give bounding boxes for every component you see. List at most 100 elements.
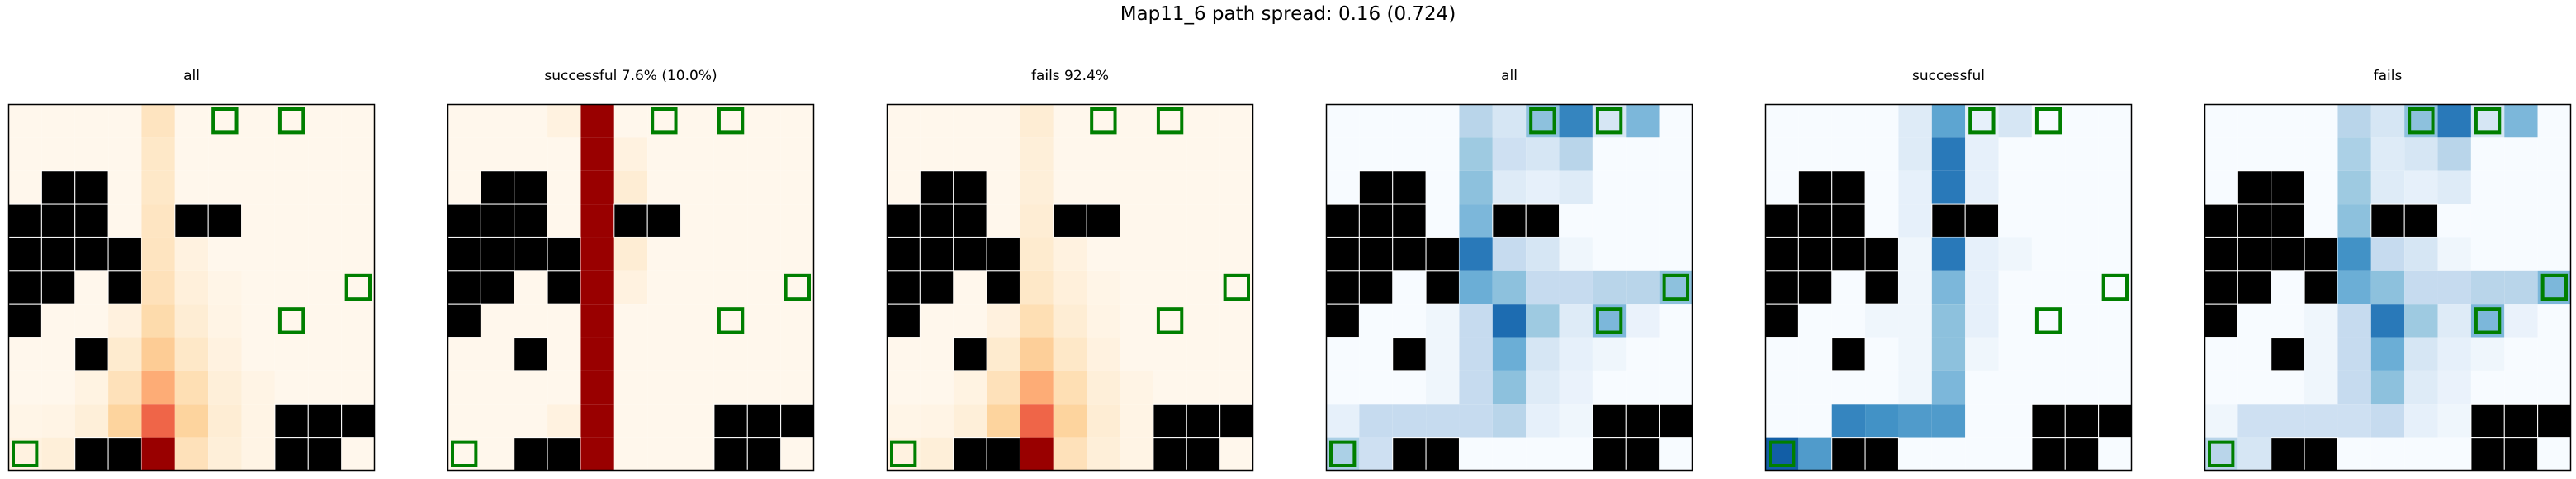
heatmap-cell xyxy=(1053,437,1087,471)
heatmap-cell xyxy=(1898,104,1932,138)
wall-cell xyxy=(514,203,548,238)
heatmap-cell xyxy=(920,337,954,371)
heatmap-cell xyxy=(1459,437,1493,471)
heatmap-cell xyxy=(2098,204,2132,238)
heatmap-cell xyxy=(1186,270,1220,305)
heatmap-cell xyxy=(1559,104,1593,138)
wall-cell xyxy=(7,270,42,305)
heatmap-cell xyxy=(1526,404,1560,438)
wall-cell xyxy=(74,337,109,372)
heatmap-cell xyxy=(208,304,242,338)
heatmap-cell xyxy=(2437,104,2471,138)
wall-cell xyxy=(1831,337,1866,372)
target-marker xyxy=(717,307,745,334)
heatmap-cell xyxy=(1931,437,1966,471)
wall-cell xyxy=(1358,270,1394,305)
panel-frame xyxy=(447,103,815,472)
heatmap-cell xyxy=(780,204,814,238)
heatmap-cell xyxy=(2470,204,2505,238)
target-marker xyxy=(890,440,917,467)
heatmap-cell xyxy=(2370,170,2405,205)
heatmap-cell xyxy=(1559,137,1593,171)
heatmap-cell xyxy=(208,370,242,405)
heatmap-cell xyxy=(41,304,75,338)
heatmap-cell xyxy=(1526,370,1560,405)
wall-cell xyxy=(2271,203,2305,238)
heatmap-cell xyxy=(1087,437,1120,471)
heatmap-cell xyxy=(987,170,1020,205)
heatmap-cell xyxy=(1359,304,1393,338)
heatmap-cell xyxy=(713,170,748,205)
heatmap-cell xyxy=(1392,104,1427,138)
heatmap-cell xyxy=(2337,237,2371,271)
heatmap-cell xyxy=(887,337,921,371)
target-marker xyxy=(2408,107,2435,135)
heatmap-cell xyxy=(1865,104,1899,138)
heatmap-cell xyxy=(2370,104,2405,138)
heatmap-cell xyxy=(1931,237,1966,271)
heatmap-cell xyxy=(1898,137,1932,171)
wall-cell xyxy=(1392,437,1427,472)
heatmap-cell xyxy=(2337,204,2371,238)
heatmap-cell xyxy=(41,104,75,138)
heatmap-cell xyxy=(1965,304,1999,338)
heatmap-cell xyxy=(2404,370,2438,405)
heatmap-cell xyxy=(547,370,581,405)
heatmap-cell xyxy=(1626,237,1660,271)
heatmap-cell xyxy=(1459,204,1493,238)
heatmap-cell xyxy=(2271,137,2305,171)
heatmap-cell xyxy=(2470,137,2505,171)
heatmap-cell xyxy=(2370,237,2405,271)
heatmap-cell xyxy=(1898,237,1932,271)
heatmap-cell xyxy=(1426,204,1460,238)
heatmap-cell xyxy=(1053,104,1087,138)
heatmap-cell xyxy=(2271,370,2305,405)
wall-cell xyxy=(447,303,481,339)
heatmap-cell xyxy=(2437,437,2471,471)
heatmap-cell xyxy=(580,404,614,438)
heatmap-cell xyxy=(241,304,275,338)
wall-cell xyxy=(886,203,921,238)
wall-cell xyxy=(107,437,142,472)
heatmap-cell xyxy=(2065,304,2099,338)
heatmap-cell xyxy=(713,204,748,238)
heatmap-cell xyxy=(2031,370,2066,405)
heatmap-cell xyxy=(1765,337,1799,371)
heatmap-cell xyxy=(1120,370,1153,405)
wall-cell xyxy=(1153,437,1187,472)
heatmap-cell xyxy=(547,404,581,438)
wall-cell xyxy=(547,437,581,472)
heatmap-cell xyxy=(1626,104,1660,138)
heatmap-cell xyxy=(481,404,514,438)
heatmap-cell xyxy=(1559,337,1593,371)
heatmap-cell xyxy=(447,137,481,171)
wall-cell xyxy=(1186,403,1221,439)
heatmap-cell xyxy=(1219,170,1253,205)
heatmap-cell xyxy=(1559,170,1593,205)
heatmap-cell xyxy=(613,337,648,371)
heatmap-cell xyxy=(1326,104,1360,138)
wall-cell xyxy=(307,437,343,472)
heatmap-cell xyxy=(1998,337,2032,371)
heatmap-cell xyxy=(2304,137,2338,171)
heatmap-cell xyxy=(1898,270,1932,305)
target-marker xyxy=(1223,273,1250,301)
heatmap-cell xyxy=(1120,237,1153,271)
heatmap-cell xyxy=(308,204,342,238)
wall-cell xyxy=(919,236,954,272)
heatmap-cell xyxy=(481,370,514,405)
heatmap-cell xyxy=(1898,170,1932,205)
heatmap-cell xyxy=(2537,170,2571,205)
heatmap-cell xyxy=(1359,337,1393,371)
heatmap-cell xyxy=(2098,170,2132,205)
heatmap-cell xyxy=(987,104,1020,138)
heatmap-cell xyxy=(274,237,309,271)
wall-cell xyxy=(1392,236,1427,272)
wall-cell xyxy=(713,437,748,472)
panel-title: fails xyxy=(2373,68,2403,84)
heatmap-cell xyxy=(1865,170,1899,205)
heatmap-cell xyxy=(481,137,514,171)
heatmap-cell xyxy=(680,437,714,471)
heatmap-cell xyxy=(1659,337,1693,371)
wall-cell xyxy=(174,203,209,238)
